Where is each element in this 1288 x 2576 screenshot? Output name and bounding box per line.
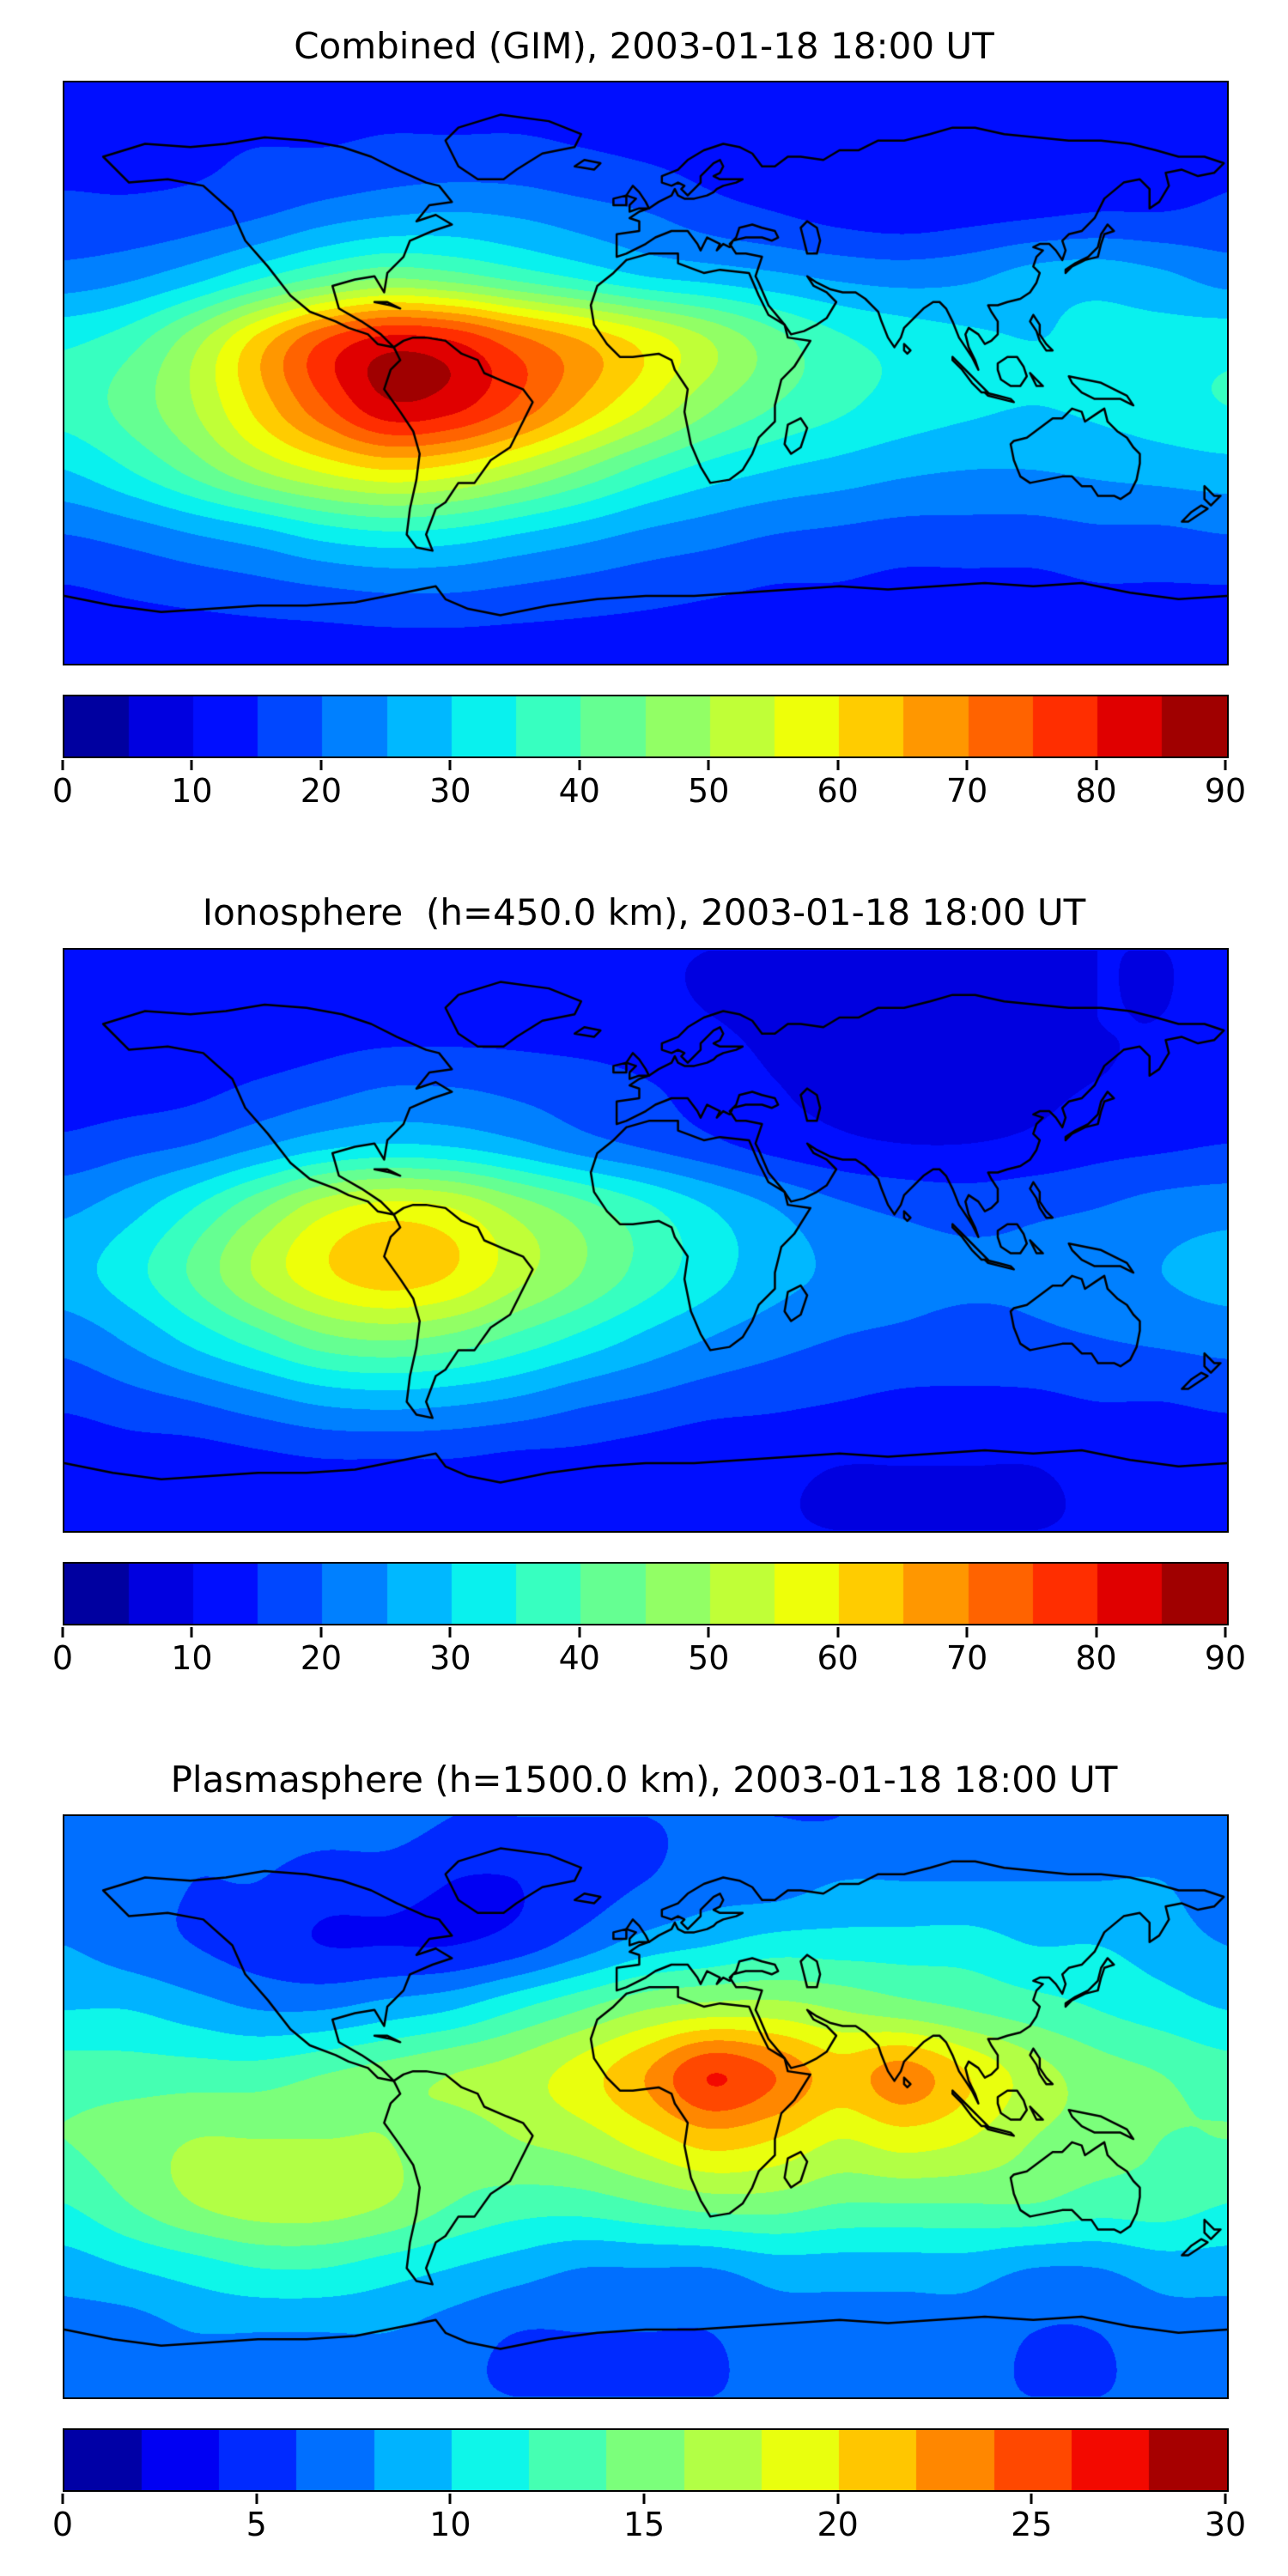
colorbar-tick-mark [965, 760, 969, 771]
colorbar-tick-mark [1224, 1626, 1227, 1637]
colorbar-tick-mark [190, 1626, 193, 1637]
panel-plasmasphere: Plasmasphere (h=1500.0 km), 2003-01-18 1… [52, 1758, 1246, 2550]
colorbar-ticks-row: 0 10 20 30 40 50 60 70 80 90 [52, 760, 1246, 817]
colorbar-tick-mark [707, 760, 710, 771]
colorbar-tick-label: 90 [1204, 1638, 1247, 1677]
world-tec-map-canvas [64, 949, 1227, 1531]
colorbar-tick-mark [578, 760, 581, 771]
colorbar-tick-label: 30 [1204, 2505, 1247, 2543]
colorbar-tick-label: 30 [429, 1638, 471, 1677]
colorbar-tick-mark [61, 1626, 64, 1637]
colorbar-tick-label: 70 [945, 1638, 988, 1677]
colorbar-tick-label: 60 [817, 1638, 859, 1677]
colorbar-tick-label: 5 [246, 2505, 267, 2543]
colorbar-tick-mark [1224, 2493, 1227, 2504]
colorbar-tick-label: 60 [817, 772, 859, 811]
colorbar-tick-label: 20 [300, 772, 343, 811]
map-frame [63, 947, 1229, 1533]
colorbar-tick-mark [1095, 760, 1098, 771]
colorbar-canvas [64, 2429, 1227, 2490]
colorbar-tick-label: 40 [558, 772, 600, 811]
colorbar-ticks-row: 0 10 20 30 40 50 60 70 80 90 [52, 1626, 1246, 1684]
colorbar-tick-mark [836, 1626, 840, 1637]
colorbar-tick-label: 50 [688, 1638, 730, 1677]
colorbar-frame [63, 2427, 1229, 2492]
colorbar-tick-label: 70 [945, 772, 988, 811]
colorbar-tick-mark [707, 1626, 710, 1637]
colorbar-tick-label: 20 [300, 1638, 343, 1677]
colorbar-frame [63, 695, 1229, 759]
colorbar-tick-label: 90 [1204, 772, 1247, 811]
colorbar-tick-mark [1030, 2493, 1033, 2504]
colorbar-tick-mark [319, 760, 323, 771]
colorbar-canvas [64, 1563, 1227, 1624]
colorbar-tick-mark [61, 2493, 64, 2504]
colorbar-tick-label: 30 [429, 772, 471, 811]
panel-ionosphere: Ionosphere (h=450.0 km), 2003-01-18 18:0… [52, 891, 1246, 1684]
colorbar-tick-mark [448, 1626, 452, 1637]
colorbar-tick-mark [255, 2493, 258, 2504]
colorbar-tick-mark [578, 1626, 581, 1637]
colorbar-tick-label: 15 [623, 2505, 665, 2543]
colorbar-tick-mark [448, 760, 452, 771]
colorbar-tick-mark [190, 760, 193, 771]
panel-title: Ionosphere (h=450.0 km), 2003-01-18 18:0… [202, 891, 1086, 934]
colorbar-tick-mark [965, 1626, 969, 1637]
colorbar-tick-label: 10 [171, 772, 213, 811]
world-tec-map-canvas [64, 82, 1227, 665]
colorbar-tick-mark [61, 760, 64, 771]
panel-title: Plasmasphere (h=1500.0 km), 2003-01-18 1… [170, 1758, 1118, 1801]
colorbar-tick-label: 40 [558, 1638, 600, 1677]
colorbar-tick-mark [642, 2493, 646, 2504]
colorbar-tick-label: 25 [1011, 2505, 1053, 2543]
panel-title: Combined (GIM), 2003-01-18 18:00 UT [294, 25, 994, 67]
colorbar-tick-label: 50 [688, 772, 730, 811]
colorbar-ticks-row: 0 5 10 15 20 25 30 [52, 2493, 1246, 2550]
colorbar-tick-label: 80 [1075, 772, 1117, 811]
colorbar-tick-label: 10 [171, 1638, 213, 1677]
colorbar-tick-mark [836, 2493, 840, 2504]
colorbar-tick-label: 10 [429, 2505, 471, 2543]
map-frame [63, 81, 1229, 666]
map-frame [63, 1814, 1229, 2399]
colorbar-tick-mark [448, 2493, 452, 2504]
colorbar-tick-label: 0 [52, 772, 74, 811]
colorbar-tick-mark [1224, 760, 1227, 771]
colorbar-tick-label: 0 [52, 2505, 74, 2543]
panel-combined: Combined (GIM), 2003-01-18 18:00 UT 0 10 2… [52, 25, 1246, 817]
colorbar-tick-mark [319, 1626, 323, 1637]
world-tec-map-canvas [64, 1815, 1227, 2397]
colorbar-frame [63, 1561, 1229, 1625]
colorbar-tick-mark [1095, 1626, 1098, 1637]
colorbar-tick-label: 0 [52, 1638, 74, 1677]
colorbar-tick-label: 20 [817, 2505, 859, 2543]
colorbar-tick-label: 80 [1075, 1638, 1117, 1677]
colorbar-canvas [64, 696, 1227, 757]
colorbar-tick-mark [836, 760, 840, 771]
